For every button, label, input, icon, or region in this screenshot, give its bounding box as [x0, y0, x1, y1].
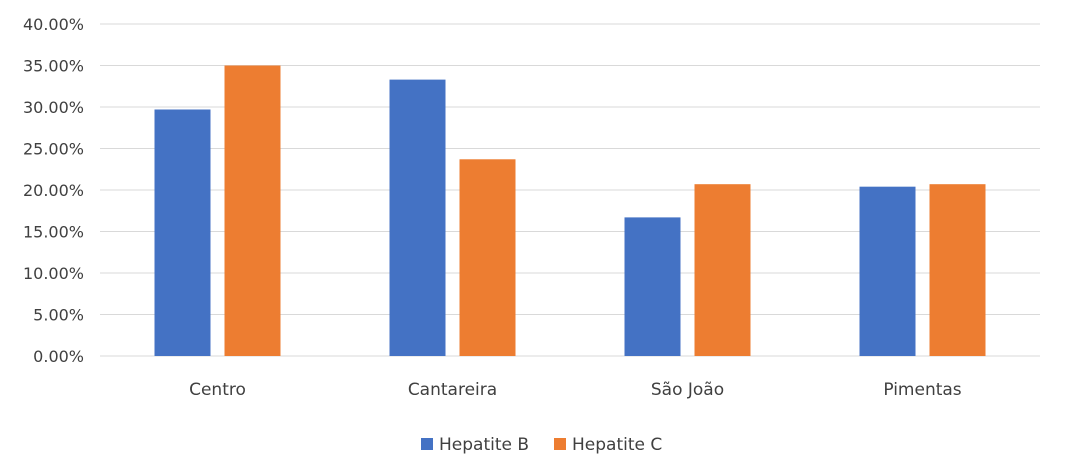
- x-category-label: Pimentas: [883, 380, 961, 400]
- y-tick-label: 5.00%: [33, 306, 84, 325]
- bar-hepatite-b-3: [859, 186, 916, 356]
- legend-swatch-hepatite-c: [554, 438, 566, 450]
- x-axis-category-labels: Centro Cantareira São João Pimentas: [189, 380, 962, 400]
- bar-hepatite-c-3: [929, 184, 986, 356]
- y-tick-label: 15.00%: [23, 223, 84, 242]
- bar-hepatite-b-0: [154, 109, 211, 357]
- y-tick-label: 35.00%: [23, 57, 84, 76]
- legend-swatch-hepatite-b: [421, 438, 433, 450]
- y-axis-tick-labels: 0.00% 5.00% 10.00% 15.00% 20.00% 25.00% 30.00%…: [23, 15, 84, 366]
- y-tick-label: 25.00%: [23, 140, 84, 159]
- bar-hepatite-c-1: [459, 159, 516, 356]
- bar-hepatite-c-0: [224, 65, 281, 356]
- bar-hepatite-b-1: [389, 79, 446, 357]
- bar-hepatite-c-2: [694, 184, 751, 356]
- legend-label-hepatite-b: Hepatite B: [439, 435, 529, 455]
- legend-label-hepatite-c: Hepatite C: [572, 435, 662, 455]
- y-tick-label: 40.00%: [23, 15, 84, 34]
- x-category-label: Centro: [189, 380, 246, 400]
- y-tick-label: 20.00%: [23, 181, 84, 200]
- legend: Hepatite B Hepatite C: [421, 435, 662, 455]
- x-category-label: Cantareira: [408, 380, 497, 400]
- y-tick-label: 10.00%: [23, 264, 84, 283]
- y-tick-label: 0.00%: [33, 347, 84, 366]
- x-category-label: São João: [651, 380, 724, 400]
- y-tick-label: 30.00%: [23, 98, 84, 117]
- bars: [154, 65, 986, 357]
- bar-hepatite-b-2: [624, 217, 681, 356]
